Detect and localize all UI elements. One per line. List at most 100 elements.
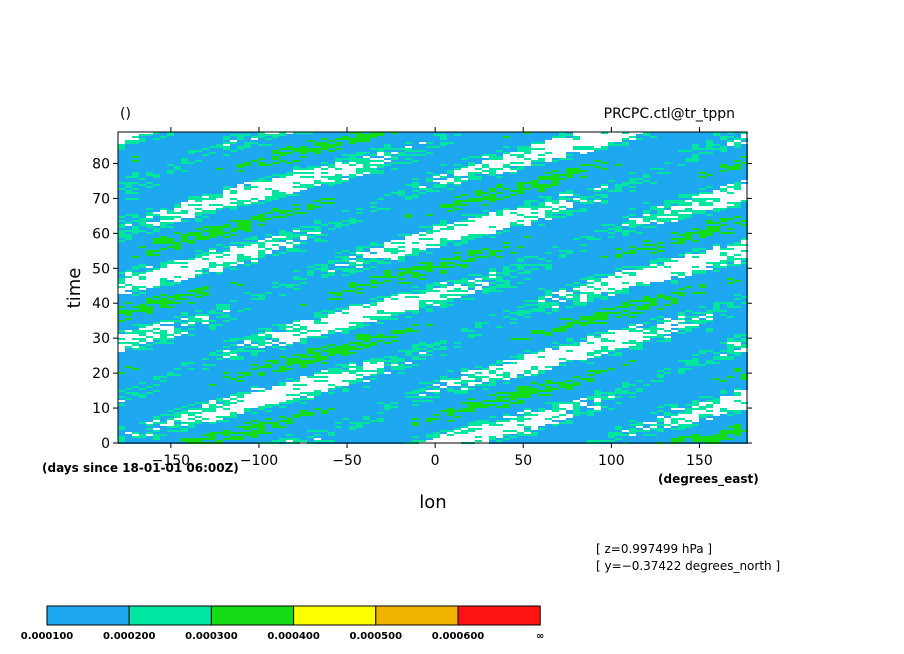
heatmap-cell xyxy=(622,226,629,228)
heatmap-cell xyxy=(580,204,587,206)
heatmap-cell xyxy=(678,226,685,228)
heatmap-cell xyxy=(643,168,650,170)
heatmap-cell xyxy=(629,216,636,218)
heatmap-cell xyxy=(300,138,307,140)
heatmap-cell xyxy=(391,142,398,144)
heatmap-cell xyxy=(629,220,636,222)
heatmap-cell xyxy=(377,238,384,240)
heatmap-cell xyxy=(636,168,643,170)
heatmap-cell xyxy=(531,168,538,170)
heatmap-cell xyxy=(307,160,314,162)
heatmap-cell xyxy=(566,228,573,230)
heatmap-cell xyxy=(685,228,692,230)
heatmap-cell xyxy=(566,186,573,188)
heatmap-cell xyxy=(370,138,377,140)
heatmap-cell xyxy=(489,226,496,228)
heatmap-cell xyxy=(125,242,132,244)
heatmap-cell xyxy=(174,170,181,172)
heatmap-cell xyxy=(608,184,615,186)
heatmap-cell xyxy=(601,228,608,230)
heatmap-cell xyxy=(174,186,181,188)
heatmap-cell xyxy=(202,170,209,172)
heatmap-cell xyxy=(300,240,307,242)
heatmap-cell xyxy=(685,142,692,144)
heatmap-cell xyxy=(440,132,447,134)
heatmap-cell xyxy=(314,134,321,136)
heatmap-cell xyxy=(727,224,734,226)
heatmap-cell xyxy=(181,166,188,168)
heatmap-cell xyxy=(601,226,608,228)
heatmap-cell xyxy=(216,190,223,192)
heatmap-cell xyxy=(650,248,657,250)
heatmap-cell xyxy=(468,196,475,198)
heatmap-cell xyxy=(580,180,587,182)
heatmap-cell xyxy=(342,216,349,218)
heatmap-cell xyxy=(160,160,167,162)
heatmap-cell xyxy=(153,136,160,138)
heatmap-cell xyxy=(671,242,678,244)
heatmap-cell xyxy=(706,158,713,160)
heatmap-cell xyxy=(377,188,384,190)
heatmap-cell xyxy=(657,200,664,202)
heatmap-cell xyxy=(447,204,454,206)
heatmap-cell xyxy=(202,212,209,214)
heatmap-cell xyxy=(202,184,209,186)
heatmap-cell xyxy=(580,234,587,236)
heatmap-cell xyxy=(363,230,370,232)
heatmap-cell xyxy=(496,192,503,194)
heatmap-cell xyxy=(741,160,748,162)
heatmap-cell xyxy=(181,228,188,230)
heatmap-cell xyxy=(741,158,748,160)
heatmap-cell xyxy=(517,146,524,148)
heatmap-cell xyxy=(664,220,671,222)
heatmap-cell xyxy=(349,176,356,178)
heatmap-cell xyxy=(510,162,517,164)
heatmap-cell xyxy=(314,150,321,152)
heatmap-cell xyxy=(342,256,349,258)
heatmap-cell xyxy=(384,172,391,174)
heatmap-cell xyxy=(692,152,699,154)
heatmap-cell xyxy=(328,188,335,190)
heatmap-cell xyxy=(300,160,307,162)
heatmap-cell xyxy=(566,212,573,214)
heatmap-cell xyxy=(293,192,300,194)
heatmap-cell xyxy=(384,200,391,202)
heatmap-cell xyxy=(545,242,552,244)
heatmap-cell xyxy=(349,230,356,232)
heatmap-cell xyxy=(321,208,328,210)
heatmap-cell xyxy=(356,214,363,216)
heatmap-cell xyxy=(328,204,335,206)
heatmap-cell xyxy=(293,146,300,148)
heatmap-cell xyxy=(475,158,482,160)
heatmap-cell xyxy=(181,194,188,196)
heatmap-cell xyxy=(216,158,223,160)
heatmap-cell xyxy=(356,220,363,222)
heatmap-cell xyxy=(552,208,559,210)
heatmap-cell xyxy=(622,188,629,190)
heatmap-cell xyxy=(657,234,664,236)
heatmap-cell xyxy=(510,204,517,206)
heatmap-cell xyxy=(629,186,636,188)
heatmap-cell xyxy=(384,236,391,238)
heatmap-cell xyxy=(510,242,517,244)
heatmap-cell xyxy=(622,244,629,246)
heatmap-cell xyxy=(713,184,720,186)
heatmap-cell xyxy=(118,218,125,220)
heatmap-cell xyxy=(132,234,139,236)
heatmap-cell xyxy=(251,226,258,228)
heatmap-cell xyxy=(636,182,643,184)
heatmap-cell xyxy=(685,232,692,234)
heatmap-cell xyxy=(188,160,195,162)
heatmap-cell xyxy=(258,218,265,220)
heatmap-cell xyxy=(412,174,419,176)
heatmap-cell xyxy=(678,220,685,222)
heatmap-cell xyxy=(461,196,468,198)
heatmap-cell xyxy=(713,222,720,224)
heatmap-cell xyxy=(741,218,748,220)
heatmap-cell xyxy=(468,220,475,222)
heatmap-cell xyxy=(223,216,230,218)
heatmap-cell xyxy=(608,164,615,166)
heatmap-cell xyxy=(489,156,496,158)
heatmap-cell xyxy=(160,156,167,158)
heatmap-cell xyxy=(552,184,559,186)
